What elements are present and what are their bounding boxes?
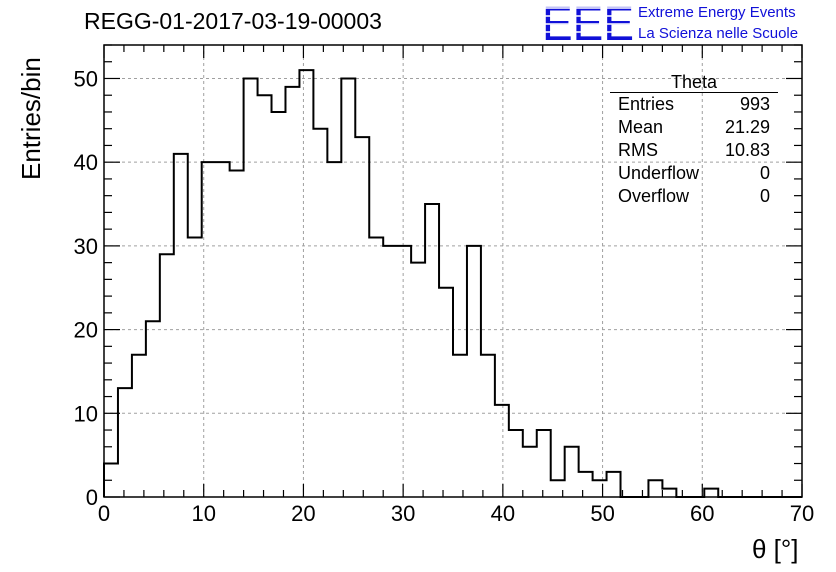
x-tick-label: 30 — [391, 501, 415, 526]
x-tick-label: 40 — [491, 501, 515, 526]
y-tick-label: 30 — [74, 234, 98, 259]
stats-row-rms: RMS 10.83 — [610, 139, 778, 162]
plot-frame — [103, 44, 803, 498]
stats-row-overflow: Overflow 0 — [610, 185, 778, 208]
stats-label: Overflow — [618, 186, 690, 206]
histogram-series-line — [103, 69, 802, 498]
stats-box: Theta Entries 993 Mean 21.29 RMS 10.83 U… — [610, 72, 778, 208]
stats-row-underflow: Underflow 0 — [610, 162, 778, 185]
axes-frame — [103, 44, 803, 498]
stats-value: 10.83 — [724, 140, 770, 160]
y-tick-label: 10 — [74, 401, 98, 426]
logo-mark: EEE — [542, 0, 634, 46]
y-tick-label: 0 — [86, 485, 98, 510]
eee-logo-icon: EEE — [542, 0, 634, 46]
x-tick-label: 60 — [690, 501, 714, 526]
stats-row-mean: Mean 21.29 — [610, 116, 778, 139]
x-tick-label: 70 — [790, 501, 814, 526]
tick-labels: 0 10 20 30 40 50 60 70 0 10 20 30 40 50 — [74, 66, 815, 526]
x-tick-label: 10 — [191, 501, 215, 526]
x-tick-label: 20 — [291, 501, 315, 526]
stats-value: 993 — [739, 94, 770, 114]
stats-label: Entries — [618, 94, 675, 114]
axis-ticks — [103, 44, 803, 498]
stats-label: RMS — [618, 140, 658, 160]
stats-label: Underflow — [618, 163, 700, 183]
x-tick-label: 0 — [98, 501, 110, 526]
stats-value: 21.29 — [724, 117, 770, 137]
stats-title: Theta — [610, 72, 778, 93]
logo-line-1: Extreme Energy Events — [638, 4, 796, 21]
stats-value: 0 — [759, 186, 770, 206]
logo-line-2: La Scienza nelle Scuole — [638, 25, 799, 42]
stats-row-entries: Entries 993 — [610, 93, 778, 116]
chart-title: REGG-01-2017-03-19-00003 — [84, 8, 382, 34]
y-tick-label: 20 — [74, 318, 98, 343]
y-tick-label: 50 — [74, 66, 98, 91]
y-tick-label: 40 — [74, 150, 98, 175]
y-axis-label: Entries/bin — [16, 57, 46, 180]
x-tick-label: 50 — [590, 501, 614, 526]
stats-label: Mean — [618, 117, 664, 137]
stats-value: 0 — [759, 163, 770, 183]
x-axis-label: θ [°] — [752, 534, 799, 564]
